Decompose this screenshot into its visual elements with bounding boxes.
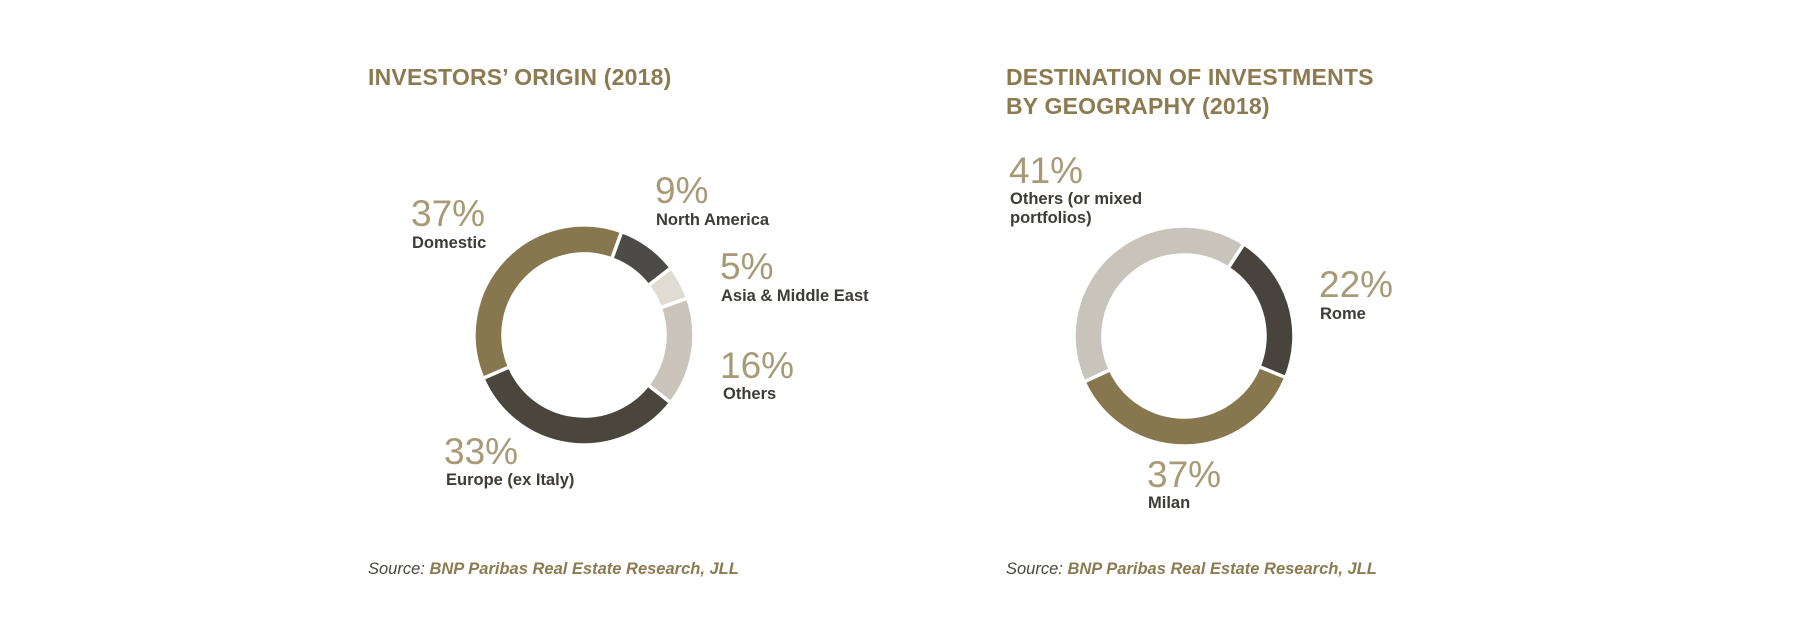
chart-title-line-1: DESTINATION OF INVESTMENTS <box>1006 64 1374 90</box>
donut-slice-milan <box>1081 364 1289 448</box>
investors-origin-donut <box>472 223 696 447</box>
chart-title: DESTINATION OF INVESTMENTS BY GEOGRAPHY … <box>1006 63 1374 121</box>
source-name: BNP Paribas Real Estate Research, JLL <box>1067 560 1377 578</box>
slice-value-europe: 33% <box>444 431 519 472</box>
slice-label-north-america: North America <box>656 211 770 229</box>
source-prefix: Source: <box>368 560 425 578</box>
source-prefix: Source: <box>1006 560 1063 578</box>
slice-value-rome: 22% <box>1319 264 1394 305</box>
slice-label-domestic: Domestic <box>412 234 487 252</box>
slice-value-others: 16% <box>720 345 795 386</box>
destination-panel: DESTINATION OF INVESTMENTS BY GEOGRAPHY … <box>900 0 1800 619</box>
slice-value-north-america: 9% <box>655 170 709 211</box>
slice-value-milan: 37% <box>1147 454 1222 495</box>
chart-title-line-2: BY GEOGRAPHY (2018) <box>1006 93 1270 119</box>
donut-slice-others-or-mixed-portfolios <box>1072 224 1247 385</box>
destination-donut <box>1072 224 1296 448</box>
chart-source: Source: BNP Paribas Real Estate Research… <box>1006 560 1377 579</box>
slice-value-others-mixed: 41% <box>1009 150 1084 191</box>
slice-label-asia-middle-east: Asia & Middle East <box>721 287 869 305</box>
chart-title-text: INVESTORS’ ORIGIN (2018) <box>368 64 672 90</box>
donut-slice-others <box>645 295 696 406</box>
chart-title: INVESTORS’ ORIGIN (2018) <box>368 63 671 92</box>
slice-label-others-mixed-line-1: Others (or mixed <box>1010 190 1143 208</box>
chart-source: Source: BNP Paribas Real Estate Research… <box>368 560 739 579</box>
slice-label-europe: Europe (ex Italy) <box>446 471 575 489</box>
slice-label-rome: Rome <box>1320 305 1366 323</box>
donut-slice-rome <box>1225 241 1296 380</box>
slice-label-others: Others <box>723 385 777 403</box>
slice-value-asia-middle-east: 5% <box>720 246 774 287</box>
investors-origin-panel: INVESTORS’ ORIGIN (2018) 9% North Americ… <box>368 63 869 579</box>
slice-value-domestic: 37% <box>411 193 486 234</box>
source-name: BNP Paribas Real Estate Research, JLL <box>429 560 739 578</box>
slice-label-others-mixed-line-2: portfolios) <box>1010 209 1092 227</box>
donut-slice-domestic <box>472 223 624 381</box>
slice-label-milan: Milan <box>1148 494 1191 512</box>
